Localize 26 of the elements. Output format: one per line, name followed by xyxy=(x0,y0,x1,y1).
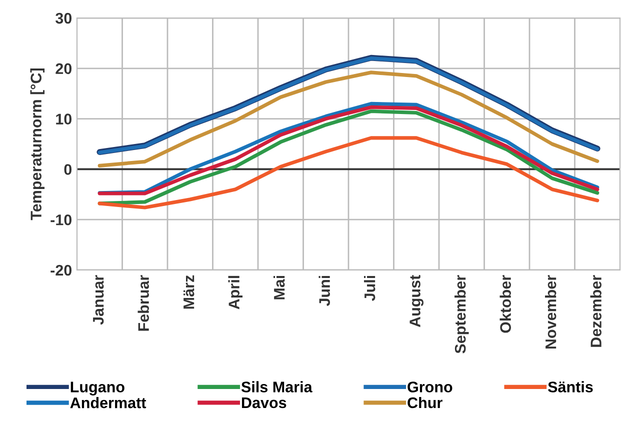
legend-label: Säntis xyxy=(548,381,593,392)
legend-label: Grono xyxy=(408,382,452,392)
y-tick-label: -20 xyxy=(50,264,72,276)
x-tick-label: November xyxy=(545,275,556,349)
y-tick-label: 30 xyxy=(56,12,72,24)
legend-label: Lugano xyxy=(70,382,124,396)
legend-label: Sils Maria xyxy=(241,381,312,392)
legend-label: Chur xyxy=(408,396,442,408)
x-tick-label: März xyxy=(184,275,194,309)
x-tick-label: September xyxy=(454,275,469,354)
y-tick-label: -10 xyxy=(50,214,72,226)
x-tick-label: August xyxy=(410,275,424,328)
y-tick-label: 10 xyxy=(56,114,72,124)
legend-label: Andermatt xyxy=(70,397,146,408)
x-tick-label: Oktober xyxy=(500,275,511,333)
x-tick-label: Mai xyxy=(274,276,285,300)
y-tick-label: 20 xyxy=(56,63,72,74)
x-tick-label: Juni xyxy=(318,276,330,306)
legend-label: Davos xyxy=(242,398,286,408)
x-tick-label: Juli xyxy=(364,276,376,301)
y-tick-label: 0 xyxy=(64,164,72,175)
x-tick-label: April xyxy=(228,276,242,310)
x-tick-label: Januar xyxy=(93,275,104,325)
y-axis-title: Temperaturnorm [°C] xyxy=(30,68,45,220)
x-tick-label: Februar xyxy=(138,275,149,331)
x-tick-label: Dezember xyxy=(590,275,602,347)
